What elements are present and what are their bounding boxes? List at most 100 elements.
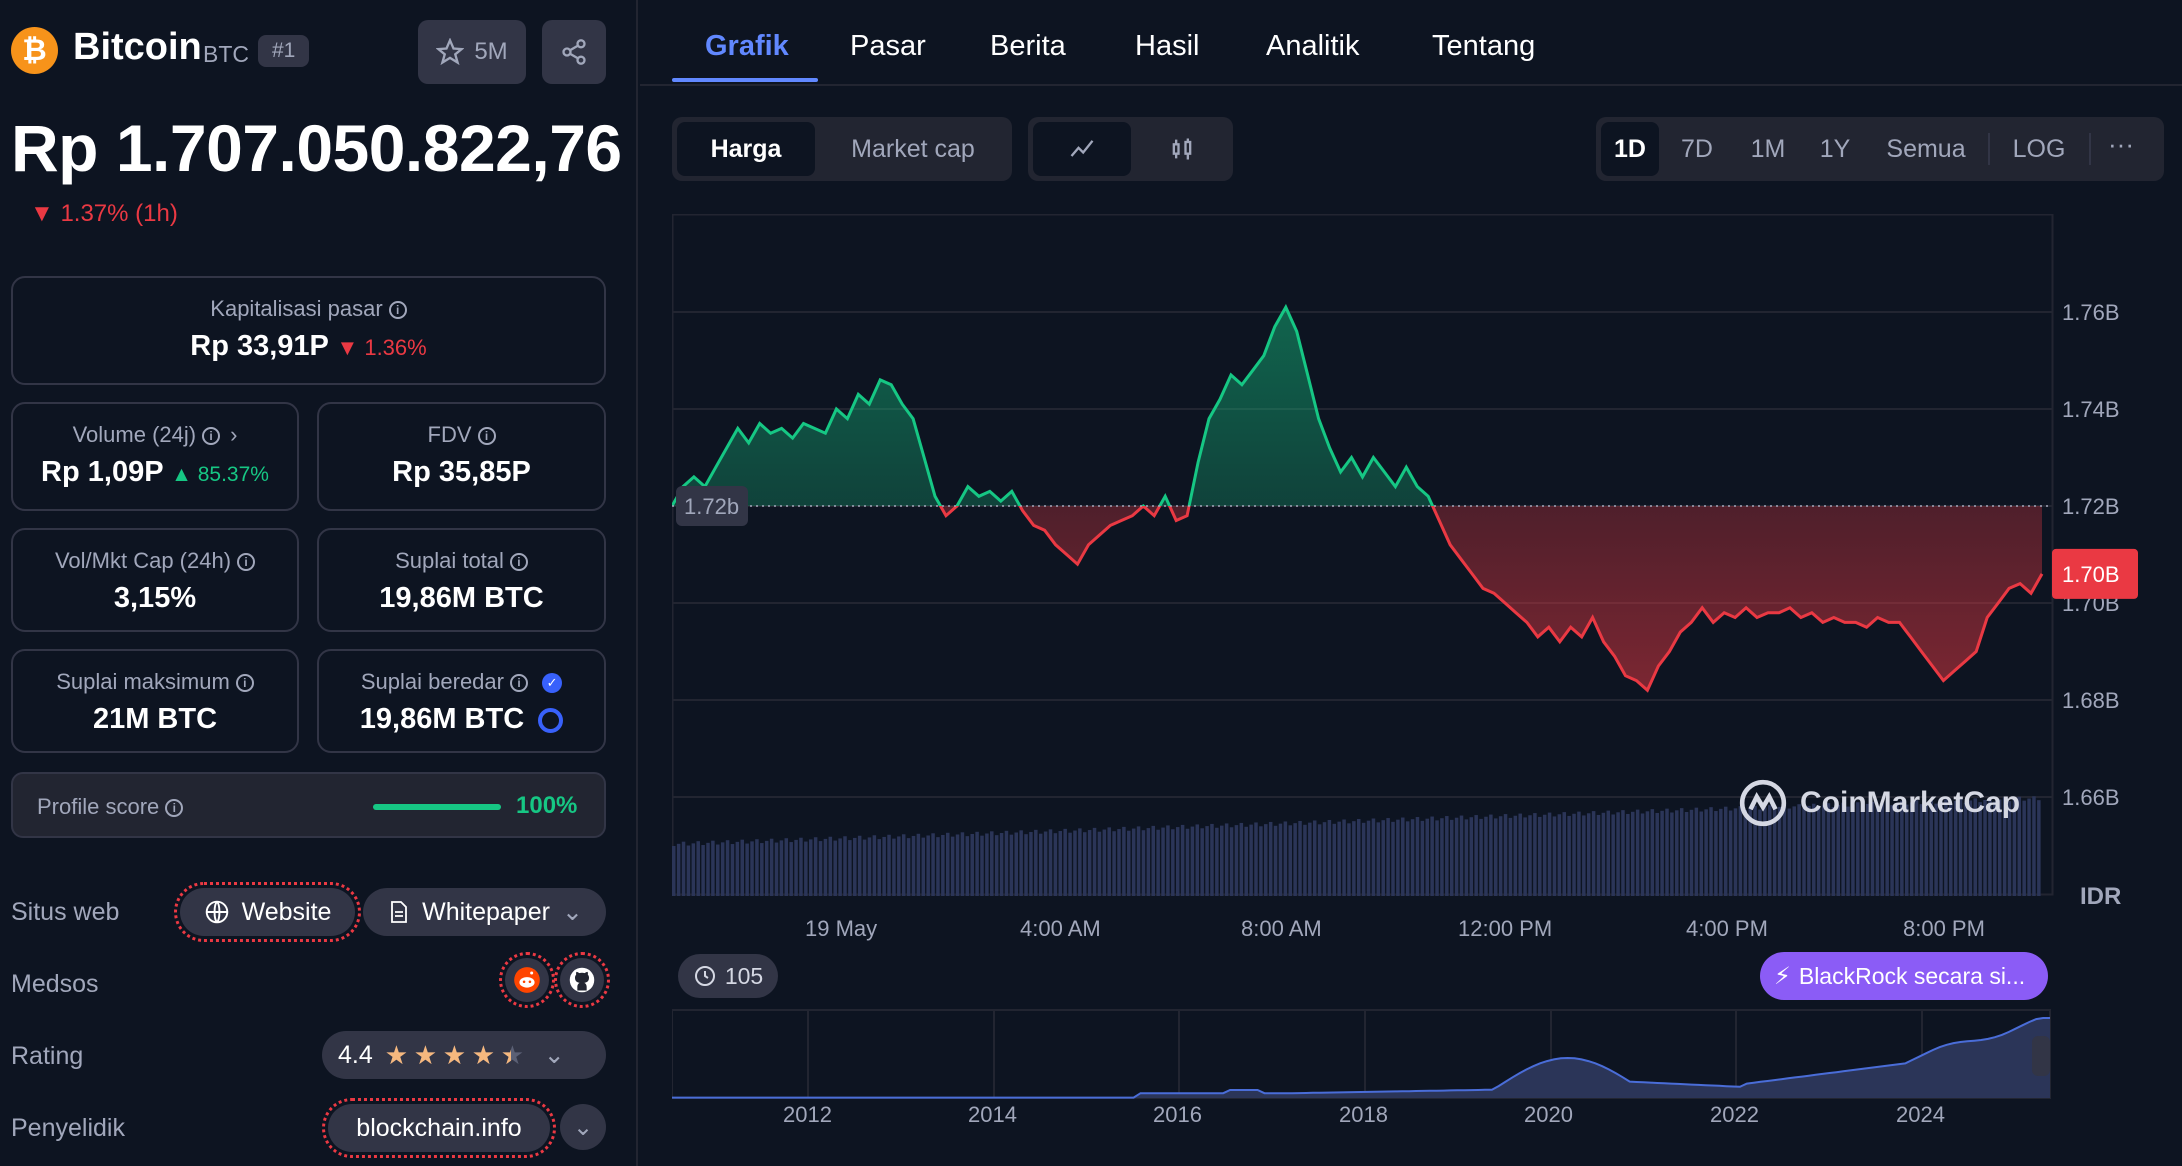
volume-bar (985, 833, 989, 896)
volume-bar (1224, 823, 1229, 896)
volume-bar (750, 841, 754, 896)
news-event-badge[interactable]: ⚡ BlackRock secara si... (1760, 952, 2048, 1000)
rating-dropdown[interactable]: 4.4 ★★★★★★★★★★ ⌄ (322, 1031, 606, 1079)
volume-bar (1102, 829, 1107, 896)
line-chart-button[interactable] (1033, 122, 1131, 176)
volume-bar (1234, 825, 1239, 896)
volume-bar (1034, 829, 1038, 896)
market-cap-toggle-button[interactable]: Market cap (851, 134, 975, 163)
info-icon[interactable]: i (165, 799, 184, 818)
website-row-label: Situs web (11, 898, 120, 926)
volume-bar (1464, 819, 1469, 896)
volume-bar (1772, 809, 1777, 896)
volume-bar (1856, 802, 1860, 896)
volume-bar (916, 833, 921, 896)
star-icon: ★★ (384, 1040, 409, 1070)
volume-bar (1787, 808, 1792, 896)
x-tick-label: 8:00 AM (1241, 916, 1322, 941)
more-options-button[interactable]: ··· (2108, 129, 2134, 159)
y-tick-label: 1.72B (2062, 494, 2120, 519)
volume-bar (804, 841, 808, 896)
tab-grafik[interactable]: Grafik (705, 30, 789, 62)
explorer-link-button[interactable]: blockchain.info (322, 1098, 556, 1158)
volume-bar (882, 836, 886, 896)
volume-bar (818, 841, 823, 896)
tab-analitik[interactable]: Analitik (1266, 30, 1360, 62)
star-icon: ★★ (413, 1040, 438, 1070)
volume-bar (1914, 800, 1919, 896)
volume-bar (1919, 804, 1924, 896)
volume-bar (1523, 817, 1527, 896)
info-icon[interactable]: i (202, 427, 221, 446)
history-navigator-chart[interactable] (672, 1008, 2162, 1158)
explorer-dropdown-button[interactable]: ⌄ (560, 1104, 606, 1150)
whitepaper-dropdown[interactable]: Whitepaper ⌄ (363, 888, 606, 936)
volume-bar (1239, 822, 1244, 896)
volume-bar (1489, 814, 1493, 896)
volume-bar (1268, 821, 1273, 896)
volume-bar (960, 832, 965, 896)
volume-bar (1131, 828, 1136, 896)
tab-pasar[interactable]: Pasar (850, 30, 926, 62)
info-icon[interactable]: i (237, 553, 256, 572)
volume-bar (1009, 834, 1014, 896)
info-icon[interactable]: i (509, 553, 528, 572)
volume-bar (1440, 818, 1444, 896)
range-button-semua[interactable]: Semua (1886, 134, 1966, 163)
volume-bar (2007, 801, 2012, 896)
price-chart[interactable]: 1.76B1.74B1.72B1.70B1.68B1.66B1.72b1.70B… (672, 214, 2172, 914)
watchlist-button[interactable]: 5M (418, 20, 526, 84)
history-line (672, 1017, 2050, 1099)
volume-bar (1909, 802, 1914, 896)
volume-bar (1821, 805, 1826, 896)
volume-bar (1053, 833, 1058, 896)
github-button[interactable] (554, 952, 610, 1008)
volume-bar (735, 841, 740, 896)
volume-bar (1601, 812, 1606, 896)
rank-badge: #1 (258, 35, 310, 67)
tab-berita[interactable]: Berita (990, 30, 1066, 62)
volume-bar (906, 838, 911, 896)
chevron-right-icon[interactable]: › (230, 422, 238, 447)
range-button-log[interactable]: LOG (2012, 134, 2066, 163)
share-icon (562, 39, 586, 65)
history-area (672, 1018, 2050, 1098)
volume-bar (1596, 814, 1601, 896)
info-icon[interactable]: i (388, 301, 407, 320)
tab-hasil[interactable]: Hasil (1135, 30, 1200, 62)
baseline-label-bg (676, 486, 748, 526)
volume-bar (686, 845, 691, 896)
volume-card[interactable]: Volume (24j) i › Rp 1,09P ▲ 85.37% (11, 402, 299, 511)
chevron-down-icon: ⌄ (543, 1041, 565, 1069)
y-tick-label: 1.68B (2062, 688, 2120, 713)
rating-stars: ★★★★★★★★★★ (385, 1042, 530, 1068)
volume-bar (725, 840, 730, 896)
tab-tentang[interactable]: Tentang (1432, 30, 1536, 62)
volume-bar (946, 832, 950, 896)
volume-bar (701, 845, 705, 896)
volume-bar (1709, 807, 1713, 896)
range-button-7d[interactable]: 7D (1681, 134, 1713, 163)
volume-bar (941, 834, 945, 896)
rating-value: 4.4 (338, 1040, 373, 1069)
candlestick-chart-button[interactable] (1136, 122, 1228, 176)
website-button[interactable]: Website (174, 882, 361, 942)
volume-bar (1249, 824, 1253, 896)
info-icon[interactable]: i (509, 674, 528, 693)
price-toggle-button[interactable]: Harga (677, 122, 815, 176)
profile-score-card[interactable]: Profile score i 100% (11, 772, 606, 838)
range-button-1m[interactable]: 1M (1750, 134, 1786, 163)
volume-bar (1112, 831, 1116, 896)
socials-row-label: Medsos (11, 970, 99, 998)
range-button-1y[interactable]: 1Y (1819, 134, 1851, 163)
volume-bar (769, 838, 774, 896)
volume-bar (1841, 802, 1845, 896)
share-button[interactable] (542, 20, 606, 84)
info-icon[interactable]: i (235, 674, 254, 693)
reddit-button[interactable] (499, 952, 555, 1008)
events-history-button[interactable]: 105 (678, 954, 778, 998)
info-icon[interactable]: i (477, 427, 496, 446)
volume-bar (1083, 832, 1087, 896)
range-button-1d[interactable]: 1D (1601, 122, 1659, 176)
volume-bar (1357, 819, 1361, 896)
